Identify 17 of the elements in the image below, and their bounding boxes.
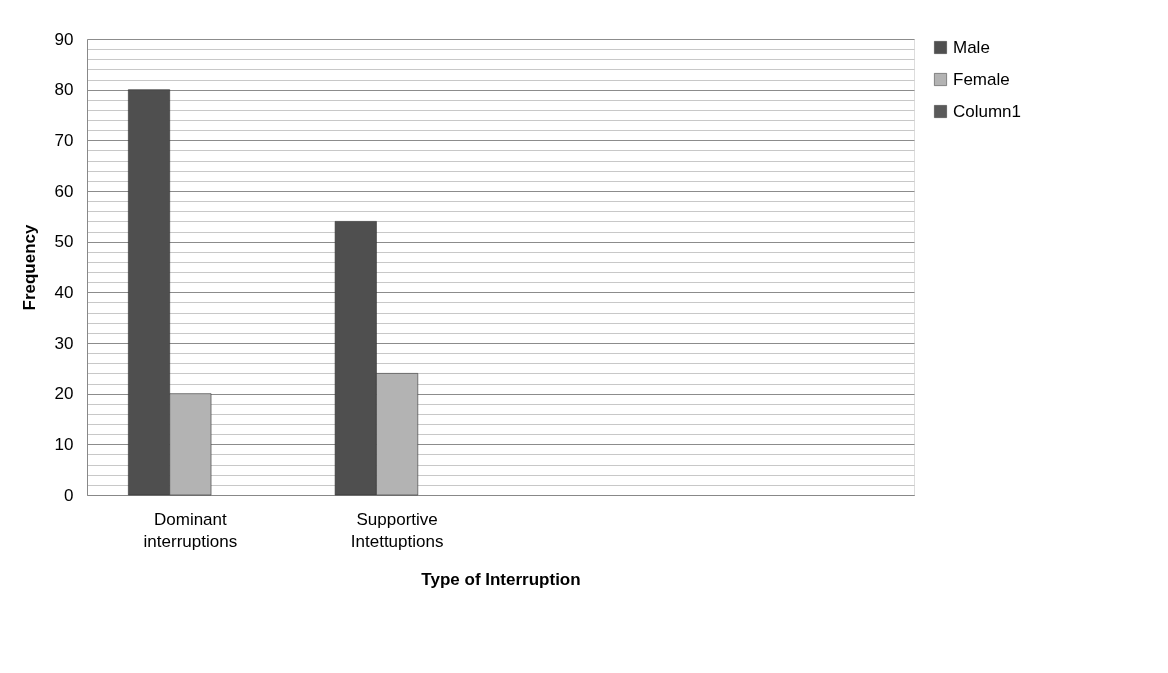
y-tick-label: 0 <box>64 485 74 505</box>
y-tick-label: 80 <box>54 80 74 100</box>
y-tick-label: 10 <box>54 434 74 454</box>
y-tick-label: 60 <box>54 181 74 201</box>
y-tick-label: 20 <box>54 384 74 404</box>
legend-label: Column1 <box>953 101 1022 121</box>
y-axis-title: Frequency <box>19 223 39 311</box>
x-tick-label: Dominant interruptions <box>143 509 238 551</box>
legend-label: Male <box>953 37 990 57</box>
y-tick-label: 30 <box>54 333 74 353</box>
y-tick-label: 40 <box>54 282 74 302</box>
y-tick-label: 50 <box>54 232 74 252</box>
legend-label: Female <box>953 69 1010 89</box>
x-tick-label: Supportive Intettuptions <box>350 509 444 551</box>
y-tick-label: 90 <box>54 29 74 49</box>
x-axis-title: Type of Interruption <box>421 569 581 589</box>
y-tick-label: 70 <box>54 130 74 150</box>
